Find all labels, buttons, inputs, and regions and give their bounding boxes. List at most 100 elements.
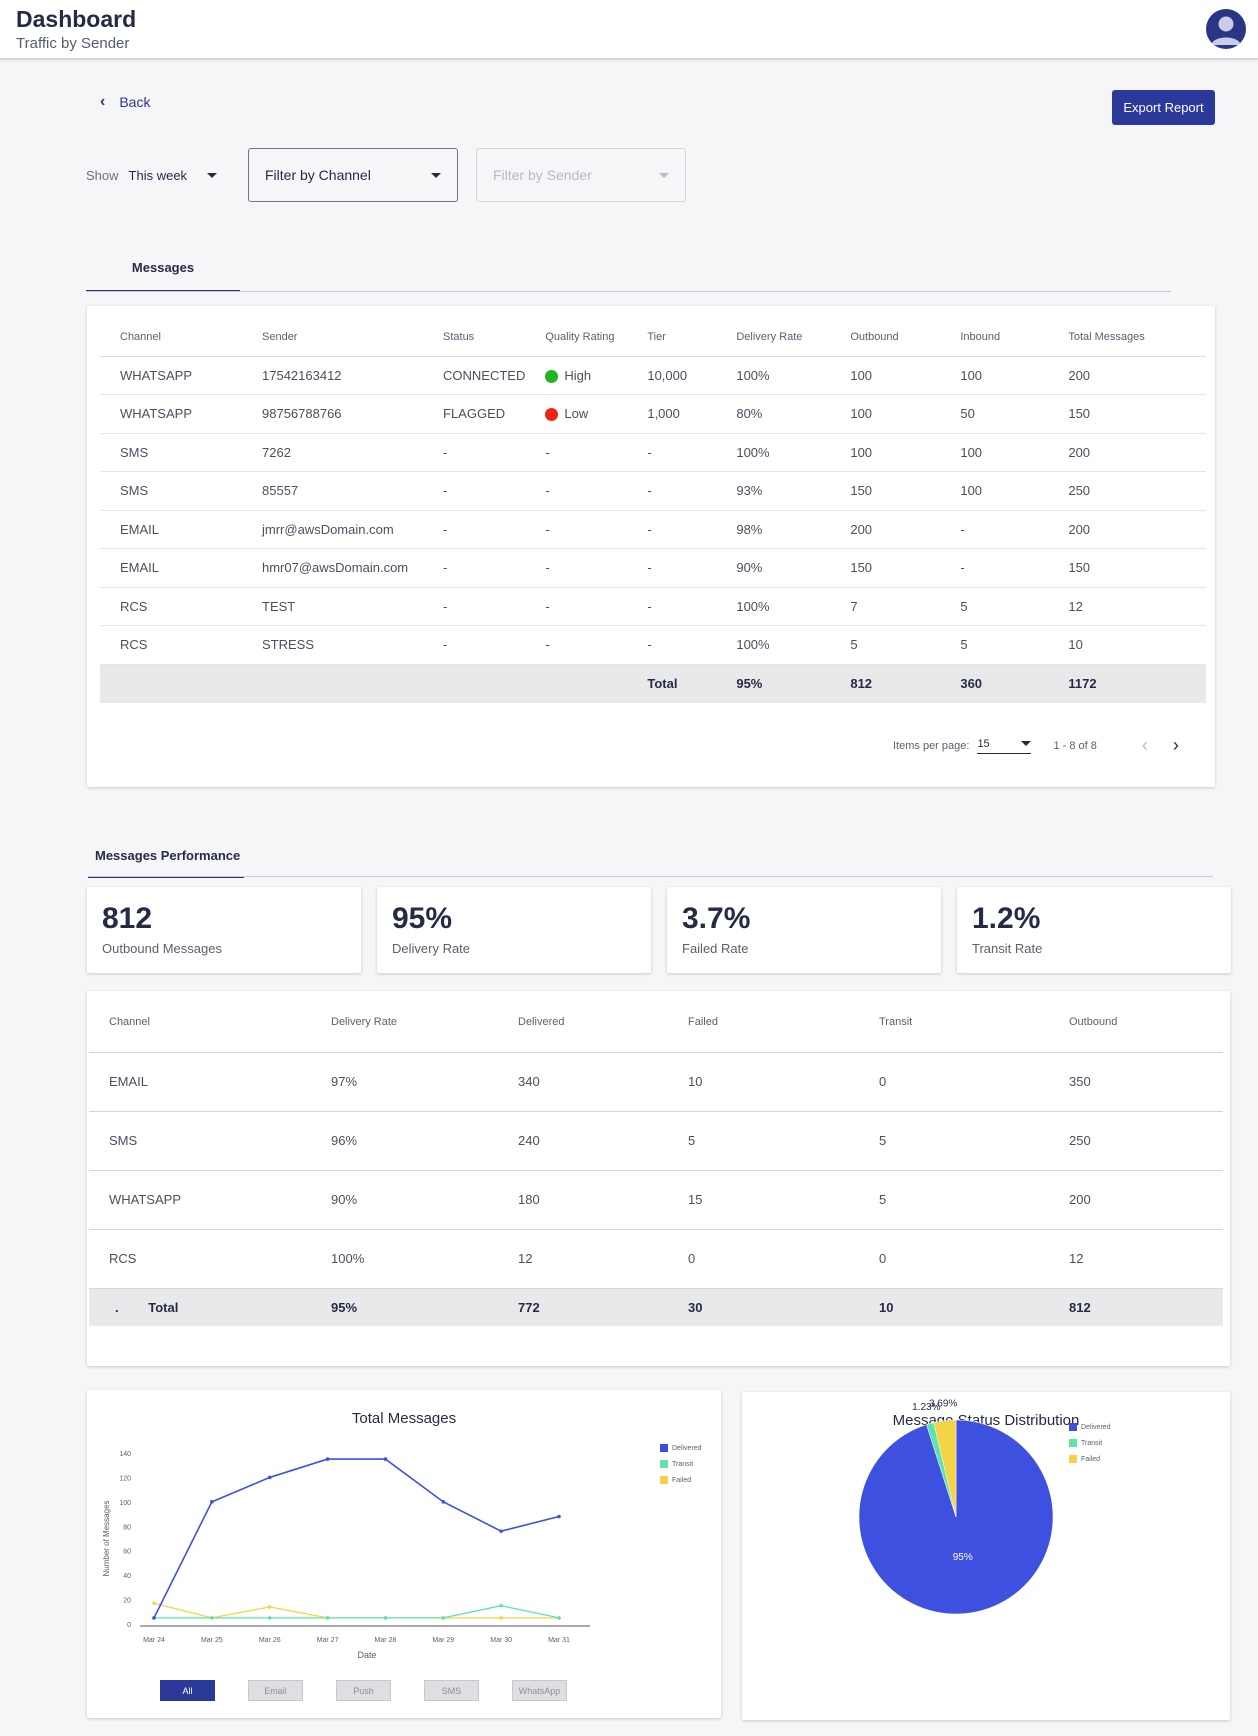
table-cell: 100 xyxy=(830,394,941,434)
table-row[interactable]: EMAIL 97% 340 10 0 350 xyxy=(89,1052,1223,1112)
column-header[interactable]: Tier xyxy=(627,318,717,357)
table-cell: 5 xyxy=(830,625,941,665)
user-icon xyxy=(1211,16,1241,45)
legend-item: Delivered xyxy=(660,1440,702,1456)
table-row[interactable]: RCS TEST - - -100% 7 5 12 xyxy=(100,587,1206,626)
filter-whatsapp-button[interactable]: WhatsApp xyxy=(512,1680,567,1701)
column-header[interactable]: Total Messages xyxy=(1048,318,1206,357)
column-header[interactable]: Quality Rating xyxy=(525,318,628,357)
table-row[interactable]: SMS 7262- - -100% 100 100 200 xyxy=(100,433,1206,472)
legend-swatch xyxy=(660,1444,668,1452)
stat-value: 95% xyxy=(392,902,453,935)
tab-divider xyxy=(86,291,1171,292)
stat-value: 1.2% xyxy=(972,902,1041,935)
column-header[interactable]: Outbound xyxy=(830,318,941,357)
top-bar: Dashboard Traffic by Sender xyxy=(0,0,1258,60)
total-label: Total xyxy=(627,664,717,703)
avatar[interactable] xyxy=(1206,9,1246,49)
line-chart: 0 20 40 60 80 100 120 140 Mar 24 Mar 25 Mar 26 Mar … xyxy=(102,1451,590,1660)
table-row[interactable]: WHATSAPP 98756788766 FLAGGED Low 1,000 80% 100… xyxy=(100,394,1206,434)
table-cell: 180 xyxy=(498,1170,668,1230)
table-cell: hmr07@awsDomain.com xyxy=(242,548,423,588)
table-row[interactable]: SMS 96% 240 5 5 250 xyxy=(89,1111,1223,1171)
chart-title: Total Messages xyxy=(351,1410,457,1427)
total-failed: 30 xyxy=(668,1288,859,1326)
paginator: Items per page: 15 1 - 8 of 8 ‹ › xyxy=(893,735,1179,756)
total-messages-chart-card: Total Messages 0 20 40 60 80 100 120 140 Mar 24 M… xyxy=(87,1390,721,1718)
quality-label: High xyxy=(564,367,592,383)
data-point-delivered xyxy=(210,1500,214,1504)
table-cell: 5 xyxy=(940,587,1049,626)
column-header[interactable]: Delivery Rate xyxy=(716,318,831,357)
x-tick-label: Mar 27 xyxy=(317,1637,339,1644)
column-header[interactable]: Sender xyxy=(242,318,423,357)
legend-swatch xyxy=(660,1460,668,1468)
series-line-transit xyxy=(154,1605,560,1619)
table-row[interactable]: WHATSAPP 17542163412 CONNECTED High 10,000 10… xyxy=(100,356,1206,395)
legend-swatch xyxy=(1069,1455,1077,1463)
column-header[interactable]: Transit xyxy=(859,992,1049,1053)
table-row[interactable]: EMAIL hmr07@awsDomain.com - - -90% 150-150 xyxy=(100,548,1206,588)
table-cell: 0 xyxy=(859,1052,1049,1112)
total-label: Total xyxy=(148,1299,179,1315)
data-point-transit xyxy=(441,1616,446,1620)
tab-messages[interactable]: Messages xyxy=(86,258,240,292)
items-per-page-select[interactable]: 15 xyxy=(977,738,1032,754)
total-row: Total 95% 812 360 1172 xyxy=(100,664,1206,703)
table-cell: 150 xyxy=(1048,548,1206,588)
table-cell: 200 xyxy=(1048,433,1206,472)
column-header[interactable]: Delivered xyxy=(498,992,668,1053)
table-cell: - xyxy=(423,548,526,588)
table-row[interactable]: RCS 100% 12 0 0 12 xyxy=(89,1229,1223,1289)
column-header[interactable]: Outbound xyxy=(1049,992,1223,1053)
table-cell: 250 xyxy=(1049,1111,1223,1171)
table-cell: 12 xyxy=(1048,587,1206,626)
table-cell: 150 xyxy=(830,471,941,511)
column-header[interactable]: Status xyxy=(423,318,526,357)
y-tick-label: 20 xyxy=(123,1598,131,1605)
legend-label: Delivered xyxy=(672,1444,702,1452)
column-header[interactable]: Channel xyxy=(100,318,242,357)
back-link[interactable]: ‹ Back xyxy=(100,93,150,111)
filter-all-button[interactable]: All xyxy=(160,1680,215,1701)
previous-page-icon[interactable]: ‹ xyxy=(1141,735,1148,755)
table-cell: CONNECTED xyxy=(423,356,526,395)
x-tick-label: Mar 26 xyxy=(259,1637,281,1644)
table-row[interactable]: RCS STRESS - - -100% 5 5 10 xyxy=(100,625,1206,665)
series-line-failed xyxy=(153,1602,559,1619)
table-cell: - xyxy=(627,625,717,665)
table-cell: 100 xyxy=(830,356,941,395)
pie-slice-label: 1.23% xyxy=(912,1402,940,1413)
tab-messages-performance[interactable]: Messages Performance xyxy=(88,842,244,878)
column-header[interactable]: Delivery Rate xyxy=(311,992,498,1053)
column-header[interactable]: Inbound xyxy=(940,318,1049,357)
table-cell: Low xyxy=(525,394,628,434)
table-cell: - xyxy=(627,471,717,511)
table-cell: 200 xyxy=(1049,1170,1223,1230)
y-tick-label: 100 xyxy=(119,1500,131,1507)
sender-filter[interactable]: Filter by Sender xyxy=(476,148,686,202)
column-header[interactable]: Failed xyxy=(668,992,859,1053)
channel-filter[interactable]: Filter by Channel xyxy=(248,148,458,202)
legend-label: Failed xyxy=(672,1476,692,1484)
table-cell: 10 xyxy=(1048,625,1206,665)
export-report-button[interactable]: Export Report xyxy=(1112,90,1215,125)
back-label: Back xyxy=(119,94,151,110)
filter-email-button[interactable]: Email xyxy=(248,1680,303,1701)
table-row[interactable]: WHATSAPP 90% 180 15 5 200 xyxy=(89,1170,1223,1230)
next-page-icon[interactable]: › xyxy=(1172,735,1179,755)
y-tick-label: 140 xyxy=(119,1451,131,1458)
column-header[interactable]: Channel xyxy=(89,992,311,1053)
table-cell: 10,000 xyxy=(627,356,717,395)
filter-sms-button[interactable]: SMS xyxy=(424,1680,479,1701)
table-cell: 200 xyxy=(1048,356,1206,395)
table-cell: SMS xyxy=(100,433,242,472)
table-cell: SMS xyxy=(89,1111,311,1171)
stat-card: 1.2% Transit Rate xyxy=(957,887,1231,973)
filter-push-button[interactable]: Push xyxy=(336,1680,391,1701)
period-selector[interactable]: Show This week xyxy=(86,168,218,183)
table-row[interactable]: EMAIL jmrr@awsDomain.com - - -98% 200-200 xyxy=(100,510,1206,549)
stat-value: 812 xyxy=(102,902,153,935)
x-tick-label: Mar 31 xyxy=(548,1637,570,1644)
table-row[interactable]: SMS 85557- - -93% 150 100 250 xyxy=(100,471,1206,511)
